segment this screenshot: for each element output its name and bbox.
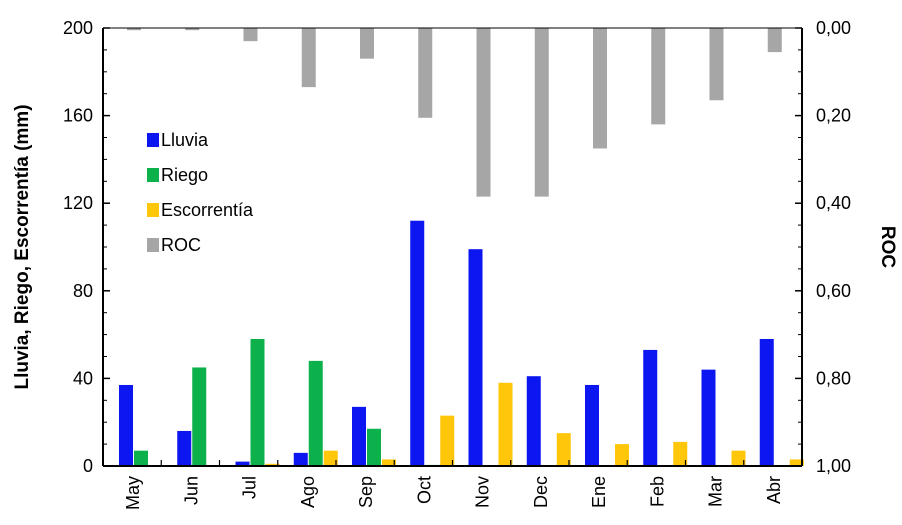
y-axis-title: Lluvia, Riego, Escorrentía (mm) — [12, 104, 33, 389]
roc-bar-mar — [709, 28, 724, 101]
y2-tick-label: 0,40 — [816, 193, 851, 213]
x-tick-label: Oct — [414, 476, 434, 504]
x-tick-label: Mar — [706, 476, 726, 507]
x-tick-label: Abr — [764, 476, 784, 504]
axes-group — [102, 27, 803, 467]
roc-bar-ene — [593, 28, 607, 149]
lluvia-bar-dec — [526, 376, 541, 466]
y-tick-label: 0 — [83, 456, 93, 476]
roc-bar-jun — [185, 28, 200, 31]
legend-item-roc: ROC — [147, 235, 201, 255]
y2-tick-label: 1,00 — [816, 456, 851, 476]
y2-tick-label: 0,60 — [816, 281, 851, 301]
roc-bar-sep — [360, 28, 374, 59]
lluvia-bar-feb — [643, 349, 658, 466]
riego-bar-jun — [192, 367, 207, 466]
y-tick-label: 160 — [63, 106, 93, 126]
lluvia-bar-oct — [410, 220, 425, 466]
legend-item-lluvia: Lluvia — [147, 130, 209, 150]
y2-tick-label: 0,80 — [816, 368, 851, 388]
legend-item-riego: Riego — [147, 165, 208, 185]
x-tick-label: Jun — [181, 476, 201, 505]
escorrentia-bar-mar — [731, 450, 746, 466]
x-axis-ticks: May Jun Jul Ago Sep Oct Nov Dec Ene Feb Mar Abr — [102, 460, 803, 510]
lluvia-bar-ene — [585, 384, 599, 466]
roc-bar-dec — [534, 28, 549, 197]
legend-swatch — [147, 203, 159, 217]
riego-bar-may — [134, 450, 148, 466]
lluvia-bar-jul — [235, 461, 250, 466]
escorrentia-bar-abr — [789, 459, 804, 466]
y-tick-label: 80 — [73, 281, 93, 301]
lluvia-bar-mar — [701, 369, 716, 466]
legend-label: Escorrentía — [161, 200, 254, 220]
roc-bar-nov — [476, 28, 491, 197]
y2-axis-ticks: 1,00 0,80 0,60 0,40 0,20 0,00 — [795, 18, 851, 476]
escorrentia-bar-ene — [615, 444, 629, 466]
legend-label: ROC — [161, 235, 201, 255]
lluvia-bar-nov — [468, 249, 483, 466]
x-tick-label: Feb — [647, 476, 667, 507]
roc-bar-oct — [418, 28, 433, 118]
escorrentia-bar-jul — [265, 463, 280, 466]
left-bars-group — [119, 220, 804, 466]
legend-swatch — [147, 238, 159, 252]
roc-bar-jul — [243, 28, 258, 42]
legend-item-escorrenta: Escorrentía — [147, 200, 254, 220]
riego-bar-jul — [250, 338, 265, 466]
escorrentia-bar-oct — [440, 415, 455, 466]
y-tick-label: 120 — [63, 193, 93, 213]
riego-bar-ago — [308, 360, 323, 466]
y-axis-ticks: 0 40 80 120 160 200 — [63, 18, 110, 476]
escorrentia-bar-ago — [323, 450, 338, 466]
legend-swatch — [147, 168, 159, 182]
y2-axis-title: ROC — [877, 226, 898, 269]
x-tick-label: Nov — [473, 476, 493, 508]
x-tick-label: Ene — [589, 476, 609, 508]
escorrentia-bar-sep — [382, 459, 396, 466]
x-tick-label: Sep — [356, 476, 376, 508]
lluvia-bar-abr — [759, 338, 774, 466]
escorrentia-bar-feb — [673, 441, 688, 466]
x-tick-label: Ago — [298, 476, 318, 508]
lluvia-bar-sep — [352, 406, 366, 466]
x-tick-label: May — [123, 476, 143, 510]
legend-label: Riego — [161, 165, 208, 185]
y2-tick-label: 0,20 — [816, 106, 851, 126]
roc-bar-abr — [767, 28, 782, 53]
escorrentia-bar-dec — [556, 433, 571, 466]
roc-bars-group — [127, 28, 782, 197]
legend-swatch — [147, 133, 159, 147]
roc-bar-ago — [301, 28, 316, 88]
y-tick-label: 200 — [63, 18, 93, 38]
legend-label: Lluvia — [161, 130, 209, 150]
legend: Lluvia Riego Escorrentía ROC — [147, 130, 254, 255]
y-tick-label: 40 — [73, 368, 93, 388]
lluvia-bar-ago — [293, 452, 308, 466]
escorrentia-bar-nov — [498, 382, 513, 466]
roc-bar-feb — [651, 28, 666, 125]
riego-bar-sep — [367, 428, 381, 466]
x-tick-label: Dec — [531, 476, 551, 508]
y2-tick-label: 0,00 — [816, 18, 851, 38]
lluvia-bar-jun — [177, 430, 192, 466]
lluvia-bar-may — [119, 384, 133, 466]
roc-bar-may — [127, 28, 141, 31]
x-tick-label: Jul — [240, 476, 260, 499]
